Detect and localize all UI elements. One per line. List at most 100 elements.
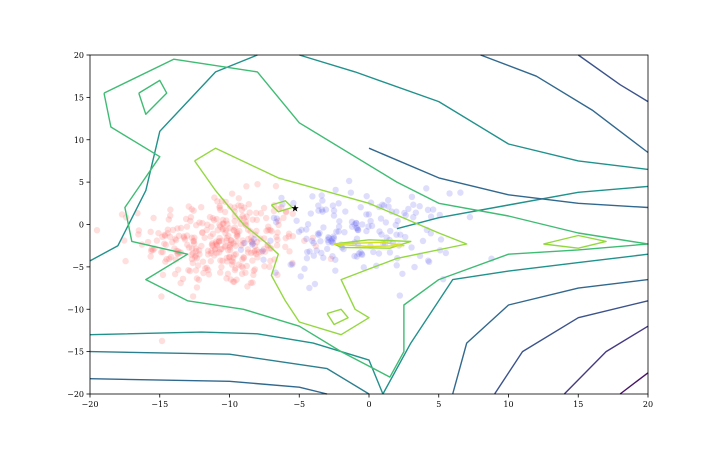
scatter-point-series-1 [313,247,320,254]
contour-line-1 [89,350,370,395]
scatter-point-series-1 [310,252,317,259]
scatter-point-series-0 [165,216,173,223]
scatter-point-series-0 [192,267,200,274]
contour-line-14 [103,58,649,378]
scatter-point-series-0 [235,202,242,209]
scatter-point-series-1 [376,228,383,235]
scatter-point-series-0 [213,249,220,257]
scatter-point-series-0 [213,215,220,223]
scatter-point-series-0 [211,194,218,201]
scatter-point-series-1 [297,273,304,280]
scatter-point-series-0 [233,238,240,245]
scatter-point-series-0 [93,227,101,234]
scatter-point-series-1 [298,226,305,234]
scatter-point-series-0 [253,238,261,246]
scatter-point-series-0 [222,229,229,237]
scatter-point-series-1 [397,231,404,238]
scatter-point-series-0 [204,247,212,254]
scatter-point-series-0 [193,255,201,262]
scatter-point-series-0 [194,262,202,269]
scatter-point-series-0 [289,233,297,240]
scatter-point-series-0 [153,237,161,244]
scatter-point-series-0 [169,238,176,246]
scatter-point-series-0 [164,229,171,237]
scatter-point-series-0 [218,237,226,244]
scatter-point-series-1 [260,256,267,263]
scatter-point-series-1 [320,224,327,231]
scatter-point-series-0 [244,249,252,256]
scatter-point-series-0 [193,221,200,229]
scatter-point-series-0 [159,271,167,279]
scatter-point-series-1 [437,236,445,243]
scatter-point-series-0 [232,265,239,272]
contour-line-21 [334,241,405,248]
scatter-point-series-0 [245,200,253,208]
scatter-point-series-0 [182,215,190,223]
contour-lines [89,54,649,395]
scatter-point-series-0 [249,257,256,264]
scatter-point-series-1 [365,223,372,230]
scatter-point-series-0 [251,266,259,273]
scatter-point-series-0 [216,249,223,256]
scatter-point-series-0 [219,220,226,227]
scatter-point-series-0 [231,251,238,259]
scatter-point-series-0 [162,258,169,265]
scatter-point-series-1 [335,228,342,235]
scatter-point-series-0 [172,236,180,244]
scatter-point-series-1 [380,202,388,209]
contour-line-16 [194,147,468,336]
scatter-point-series-1 [383,234,390,241]
contour-line-2 [89,331,384,395]
scatter-point-series-1 [237,246,245,253]
scatter-point-series-0 [273,233,280,241]
scatter-point-series-0 [205,271,213,278]
scatter-point-series-0 [239,237,246,244]
scatter-point-series-0 [231,278,238,285]
scatter-point-series-0 [266,263,273,271]
scatter-point-series-0 [221,243,229,250]
scatter-point-series-0 [195,247,203,254]
scatter-point-series-0 [201,234,208,241]
scatter-point-series-0 [282,234,289,242]
scatter-point-series-0 [249,279,256,286]
scatter-point-series-0 [250,249,258,256]
scatter-point-series-1 [273,215,281,222]
scatter-point-series-0 [211,246,219,253]
x-tick-label: −10 [221,400,238,409]
scatter-point-series-1 [270,214,278,222]
scatter-point-series-0 [235,195,243,202]
scatter-point-series-0 [208,247,215,254]
scatter-point-series-0 [135,227,143,234]
scatter-point-series-0 [218,245,225,253]
contour-line-18 [326,308,349,326]
scatter-point-series-0 [274,271,281,279]
scatter-point-series-1 [329,235,336,243]
scatter-point-series-1 [241,239,248,247]
scatter-point-series-0 [175,232,183,239]
scatter-point-series-0 [250,267,258,274]
scatter-point-series-0 [216,234,223,242]
scatter-point-series-0 [203,226,210,234]
scatter-point-series-0 [245,235,252,243]
scatter-point-series-0 [260,204,268,212]
scatter-point-series-0 [260,245,268,253]
scatter-point-series-0 [148,246,155,253]
scatter-point-series-0 [247,249,255,257]
scatter-point-series-0 [215,238,223,245]
scatter-point-series-0 [135,231,142,238]
scatter-point-series-0 [219,225,227,232]
scatter-point-series-1 [325,234,332,241]
scatter-point-series-0 [209,215,217,222]
scatter-point-series-0 [208,223,215,230]
scatter-point-series-1 [324,236,331,244]
scatter-point-series-0 [238,262,245,270]
scatter-point-series-1 [401,209,408,217]
scatter-point-series-0 [285,230,293,237]
scatter-point-series-0 [266,245,274,252]
scatter-point-series-1 [365,211,373,218]
scatter-point-series-0 [236,227,243,235]
scatter-point-series-0 [247,228,254,235]
scatter-point-series-0 [193,275,201,282]
scatter-point-series-0 [209,242,216,249]
scatter-point-series-0 [185,266,192,274]
